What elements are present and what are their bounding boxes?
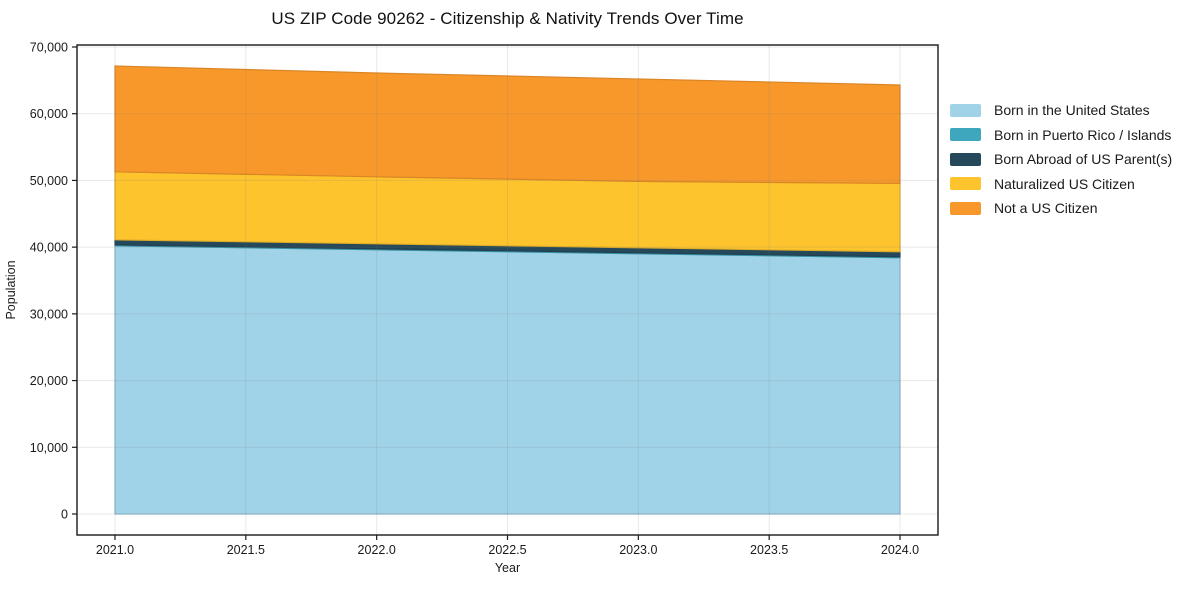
legend-item-naturalized: Naturalized US Citizen <box>950 177 1172 191</box>
x-tick-label: 2021.0 <box>96 543 134 557</box>
legend-item-not-citizen: Not a US Citizen <box>950 201 1172 215</box>
x-tick-label: 2022.5 <box>488 543 526 557</box>
x-tick-label: 2021.5 <box>227 543 265 557</box>
legend-swatch-icon <box>950 128 981 141</box>
legend-label: Not a US Citizen <box>994 200 1098 216</box>
y-tick-label: 0 <box>61 508 68 522</box>
x-axis-label: Year <box>495 561 520 575</box>
legend-item-born-pr-islands: Born in Puerto Rico / Islands <box>950 128 1172 142</box>
y-tick-label: 40,000 <box>30 241 68 255</box>
y-axis-label: Population <box>4 260 18 319</box>
chart-legend: Born in the United States Born in Puerto … <box>950 103 1173 226</box>
x-tick-label: 2023.0 <box>619 543 657 557</box>
legend-swatch-icon <box>950 201 981 215</box>
legend-label: Naturalized US Citizen <box>994 175 1135 192</box>
legend-label: Born Abroad of US Parent(s) <box>994 151 1173 167</box>
y-tick-label: 20,000 <box>30 374 68 388</box>
x-tick-label: 2024.0 <box>881 543 919 557</box>
y-tick-label: 50,000 <box>30 174 68 188</box>
chart-title: US ZIP Code 90262 - Citizenship & Nativi… <box>271 9 744 28</box>
legend-item-born-abroad: Born Abroad of US Parent(s) <box>950 152 1172 166</box>
area-not-citizen <box>114 65 901 184</box>
legend-swatch-icon <box>950 152 981 166</box>
legend-swatch-icon <box>950 177 981 190</box>
legend-label: Born in the United States <box>994 102 1150 118</box>
x-tick-label: 2022.0 <box>358 543 396 557</box>
y-tick-label: 60,000 <box>30 107 68 121</box>
y-tick-label: 10,000 <box>30 441 68 455</box>
legend-label: Born in Puerto Rico / Islands <box>994 126 1172 143</box>
y-tick-label: 70,000 <box>30 41 68 55</box>
legend-item-born-us: Born in the United States <box>950 103 1172 117</box>
x-tick-label: 2023.5 <box>750 543 788 557</box>
legend-swatch-icon <box>950 103 981 117</box>
y-tick-label: 30,000 <box>30 307 68 321</box>
